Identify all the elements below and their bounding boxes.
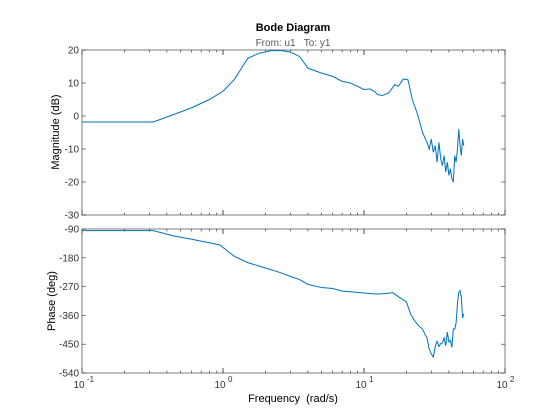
x-tick-label: 10 — [214, 380, 226, 391]
chart-title: Bode Diagram — [256, 22, 331, 34]
phase-y-tick-label: -180 — [59, 253, 79, 264]
x-tick-label-exponent: -1 — [87, 375, 95, 384]
phase-y-tick-label: -270 — [59, 282, 79, 293]
phase-series-line — [82, 230, 465, 359]
magnitude-y-ticks: 20 10 0 -10 -20 -30 — [65, 46, 505, 222]
phase-x-ticks — [81, 229, 506, 373]
x-tick-label: 10 — [496, 380, 508, 391]
phase-y-label: Phase (deg) — [46, 271, 58, 331]
phase-y-tick-label: -450 — [59, 340, 79, 351]
x-tick-label: 10 — [73, 380, 85, 391]
magnitude-y-tick-label: -30 — [65, 211, 80, 222]
x-axis-label: Frequency (rad/s) — [248, 393, 338, 405]
magnitude-series-line — [82, 50, 465, 183]
chart-subtitle: From: u1 To: y1 — [256, 38, 331, 49]
magnitude-y-tick-label: 10 — [68, 79, 80, 90]
x-tick-label-exponent: 2 — [510, 375, 515, 384]
x-tick-label-exponent: 1 — [369, 375, 374, 384]
phase-plot-area — [81, 228, 506, 374]
phase-y-tick-label: -90 — [65, 225, 80, 236]
magnitude-plot-area — [81, 49, 506, 216]
phase-y-ticks: -90 -180 -270 -360 -450 -540 — [59, 225, 505, 380]
magnitude-y-tick-label: -10 — [65, 145, 80, 156]
magnitude-y-tick-label: -20 — [65, 178, 80, 189]
x-tick-label-exponent: 0 — [228, 375, 233, 384]
magnitude-axes: 20 10 0 -10 -20 -30 Magnitude (dB) — [50, 46, 506, 222]
magnitude-y-tick-label: 20 — [68, 46, 80, 57]
x-tick-label: 10 — [355, 380, 367, 391]
phase-axes: -90-180-270-360-450-540 Phase (deg) 10-1… — [46, 225, 515, 392]
phase-y-tick-label: -360 — [59, 311, 79, 322]
magnitude-y-label: Magnitude (dB) — [50, 94, 62, 169]
magnitude-y-tick-label: 0 — [73, 112, 79, 123]
phase-y-tick-label: -540 — [59, 369, 79, 380]
